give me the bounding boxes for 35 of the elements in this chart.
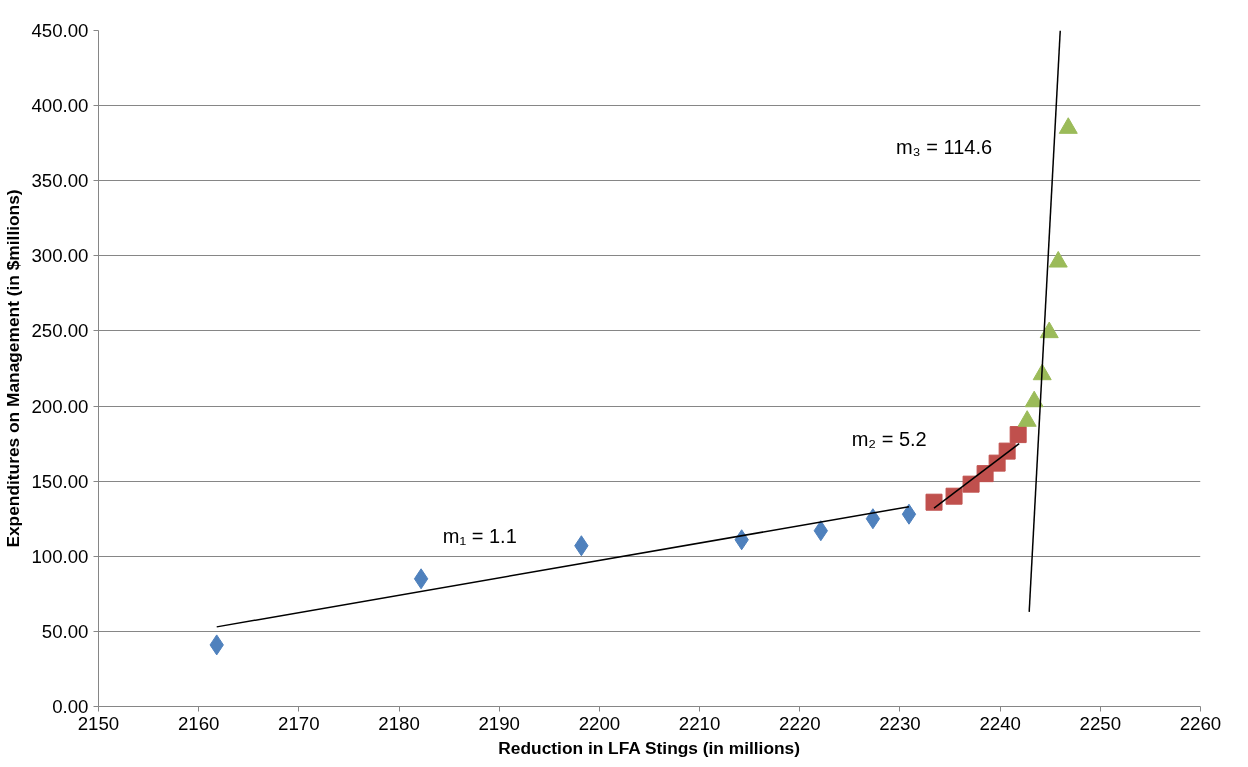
annotation: m₁ = 1.1 [442,525,517,548]
x-tick-label: 2200 [578,712,621,734]
point [1048,250,1068,268]
x-tick-label: 2260 [1179,712,1222,734]
y-tick-label: 50.00 [41,620,89,642]
x-axis-title: Reduction in LFA Stings (in millions) [498,737,801,758]
x-tick-label: 2220 [779,712,821,734]
y-tick-label: 150.00 [31,470,89,492]
x-tick-label: 2170 [278,712,320,734]
point [901,503,917,525]
point [1009,426,1027,444]
x-tick-label: 2190 [478,712,520,734]
x-tick-label: 2240 [979,712,1021,734]
x-tick-label: 2160 [177,712,220,734]
y-tick-label: 200.00 [31,395,89,417]
y-tick-label: 350.00 [31,170,89,192]
point [1017,410,1037,427]
x-tick-label: 2180 [378,712,420,734]
x-tick-label: 2250 [1079,712,1122,734]
point [1039,321,1059,339]
x-tick-label: 2230 [879,712,921,734]
y-axis-title: Expenditures on Management (in $millions) [3,189,24,548]
y-tick-label: 450.00 [31,20,89,41]
y-tick-label: 250.00 [31,320,89,342]
point [1058,117,1078,134]
y-tick-label: 400.00 [31,95,89,117]
point [865,508,881,530]
point [925,493,943,511]
x-tick-label: 2210 [678,712,721,734]
point [413,568,429,590]
y-tick-label: 100.00 [31,545,89,567]
y-tick-label: 300.00 [31,245,89,267]
annotation: m₃ = 114.6 [895,135,993,158]
annotation: m₂ = 5.2 [851,427,927,450]
point [1024,390,1044,408]
